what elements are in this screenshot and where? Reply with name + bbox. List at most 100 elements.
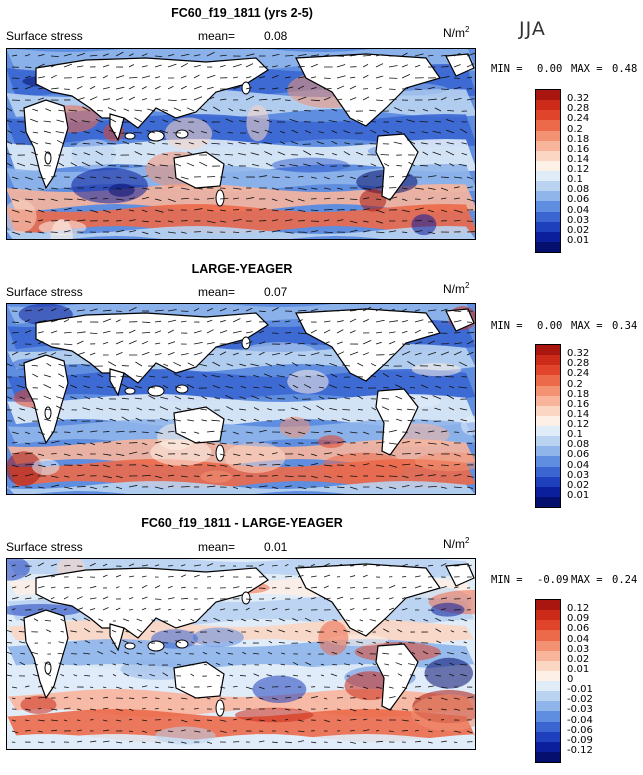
- wind-arrow: [349, 76, 356, 79]
- wind-arrow: [252, 163, 260, 167]
- wind-arrow: [219, 330, 228, 334]
- wind-arrow: [63, 707, 71, 710]
- stress-blob: [20, 695, 57, 714]
- wind-arrow: [37, 431, 45, 435]
- wind-arrow: [271, 707, 276, 710]
- wind-arrow: [427, 209, 434, 213]
- wind-arrow: [401, 586, 407, 589]
- wind-arrow: [24, 66, 32, 68]
- colorbar-tick-label: 0.2: [567, 378, 583, 390]
- wind-arrow: [414, 740, 422, 743]
- wind-arrow: [180, 597, 188, 600]
- wind-arrow: [167, 464, 174, 468]
- colorbar-tick-label: -0.02: [567, 694, 593, 706]
- wind-arrow: [245, 331, 253, 334]
- panel3-colorbar: [535, 599, 561, 763]
- wind-arrow: [245, 63, 254, 68]
- wind-arrow: [362, 697, 367, 700]
- wind-arrow: [420, 384, 429, 389]
- colorbar-swatch: [536, 640, 560, 651]
- colorbar-tick-label: 0.32: [567, 348, 590, 360]
- stress-blob: [50, 218, 73, 240]
- wind-arrow: [461, 651, 468, 655]
- wind-arrow: [323, 176, 330, 180]
- wind-arrow: [453, 473, 462, 477]
- colorbar-swatch: [536, 345, 560, 356]
- wind-arrow: [50, 596, 55, 600]
- wind-arrow: [331, 419, 338, 422]
- colorbar-tick-label: 0.24: [567, 368, 590, 380]
- wind-arrow: [427, 730, 433, 733]
- wind-arrow: [6, 162, 13, 167]
- wind-arrow: [193, 85, 202, 90]
- wind-arrow: [349, 718, 357, 721]
- wind-arrow: [128, 340, 137, 345]
- wind-arrow: [154, 486, 164, 490]
- wind-arrow: [89, 209, 98, 213]
- wind-arrow: [250, 142, 260, 145]
- wind-arrow: [50, 175, 57, 178]
- wind-arrow: [271, 198, 278, 202]
- wind-arrow: [110, 375, 117, 378]
- wind-arrow: [95, 129, 104, 134]
- wind-arrow: [323, 54, 330, 57]
- colorbar-swatch: [536, 496, 560, 507]
- wind-arrow: [388, 486, 397, 490]
- wind-arrow: [187, 397, 195, 400]
- wind-arrow: [102, 453, 112, 456]
- wind-arrow: [453, 730, 461, 733]
- wind-arrow: [254, 630, 260, 633]
- island: [175, 384, 189, 394]
- wind-arrow: [362, 318, 369, 323]
- wind-arrow: [206, 464, 216, 467]
- wind-arrow: [317, 418, 325, 422]
- wind-arrow: [388, 585, 396, 589]
- wind-arrow: [368, 419, 377, 422]
- wind-arrow: [297, 96, 307, 101]
- colorbar-swatch: [536, 610, 560, 621]
- continent: [173, 406, 225, 444]
- wind-arrow: [349, 475, 358, 477]
- wind-arrow: [148, 141, 156, 145]
- wind-arrow: [154, 320, 162, 323]
- wind-arrow: [453, 486, 462, 489]
- wind-arrow: [206, 607, 211, 611]
- wind-arrow: [336, 309, 343, 312]
- colorbar-tick-label: 0.16: [567, 143, 590, 155]
- wind-arrow: [297, 85, 305, 90]
- wind-arrow: [11, 608, 16, 611]
- wind-arrow: [180, 176, 189, 180]
- wind-arrow: [175, 142, 182, 145]
- wind-arrow: [453, 586, 459, 589]
- wind-arrow: [159, 406, 169, 411]
- continent: [109, 368, 125, 397]
- wind-arrow: [332, 619, 338, 622]
- island: [124, 132, 136, 140]
- wind-arrow: [284, 464, 291, 467]
- wind-arrow: [284, 76, 291, 79]
- wind-arrow: [89, 96, 98, 101]
- wind-arrow: [89, 197, 98, 200]
- wind-arrow: [242, 651, 247, 655]
- wind-arrow: [154, 98, 161, 101]
- wind-arrow: [225, 118, 234, 123]
- wind-arrow: [305, 629, 312, 633]
- wind-arrow: [128, 708, 134, 711]
- wind-arrow: [349, 198, 358, 201]
- wind-arrow: [336, 219, 344, 222]
- wind-arrow: [459, 128, 468, 134]
- colorbar-tick-label: 0.12: [567, 603, 590, 615]
- wind-arrow: [11, 351, 19, 356]
- wind-arrow: [414, 585, 422, 589]
- wind-arrow: [446, 394, 455, 400]
- wind-arrow: [466, 198, 476, 202]
- wind-arrow: [159, 417, 169, 422]
- wind-arrow: [180, 564, 186, 567]
- wind-arrow: [297, 319, 303, 323]
- wind-arrow: [336, 431, 343, 434]
- wind-arrow: [362, 574, 368, 578]
- wind-arrow: [336, 197, 345, 200]
- wind-arrow: [349, 730, 355, 732]
- wind-arrow: [375, 441, 385, 444]
- wind-arrow: [37, 597, 43, 600]
